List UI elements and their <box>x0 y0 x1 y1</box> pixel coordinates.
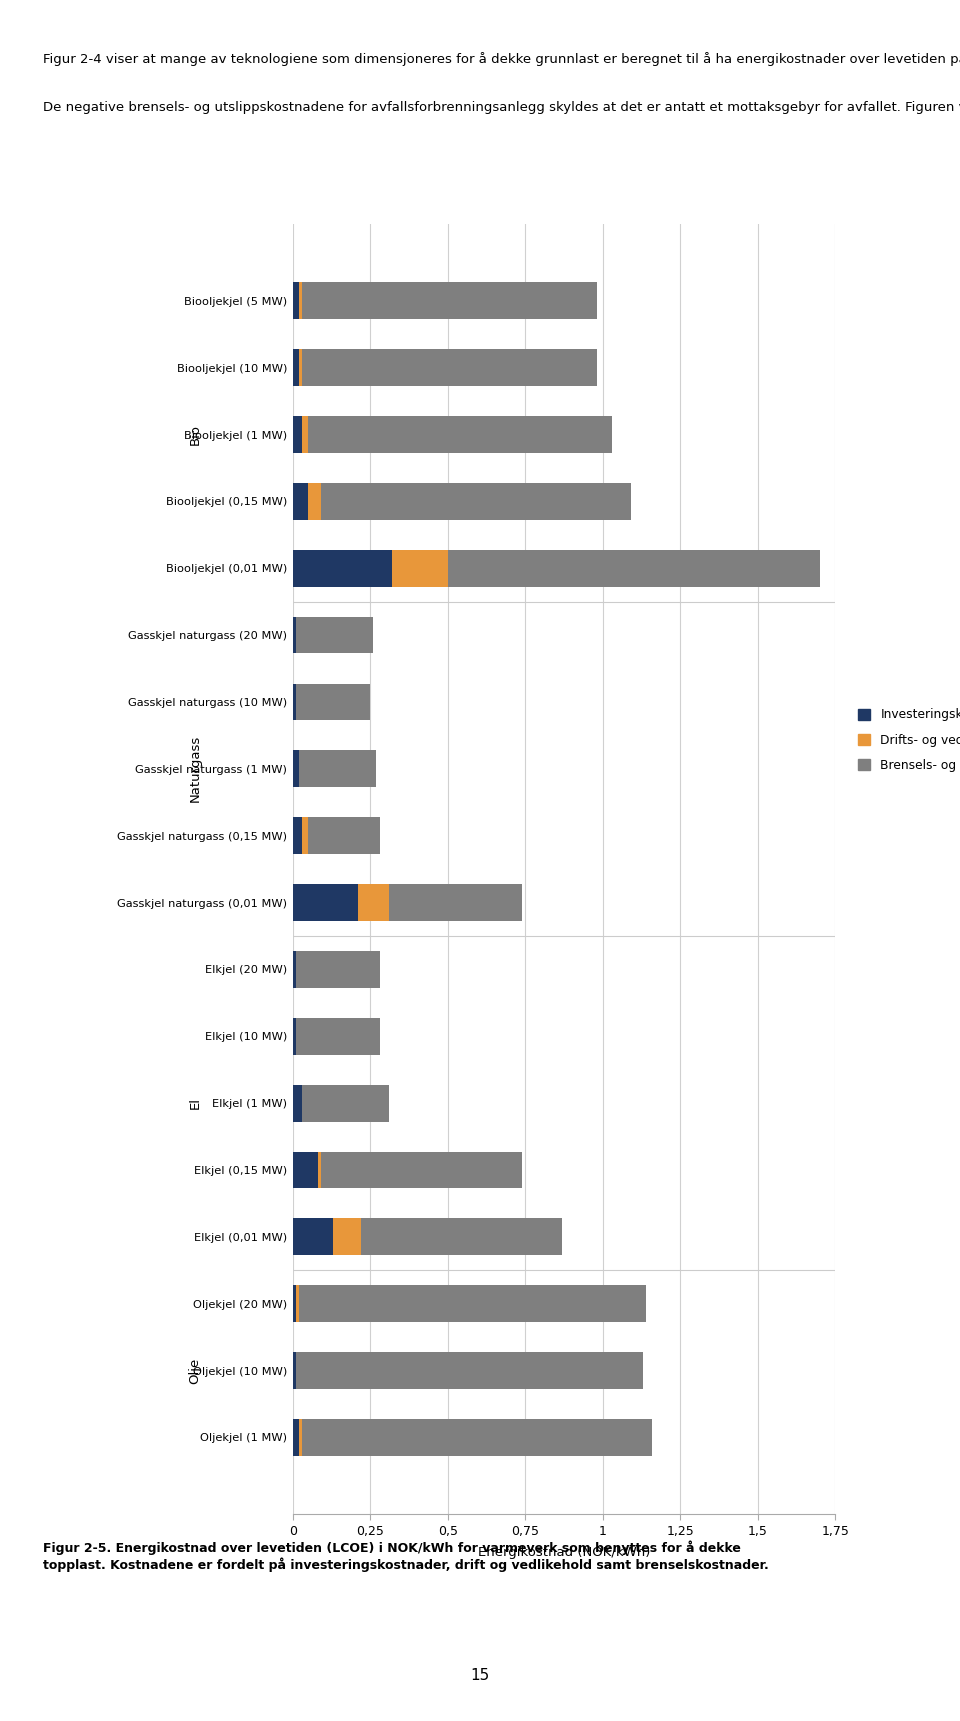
Text: 15: 15 <box>470 1668 490 1683</box>
Bar <box>302 282 596 318</box>
Bar <box>302 416 308 453</box>
Bar <box>296 1353 643 1389</box>
Bar <box>333 1218 361 1255</box>
Bar <box>392 549 447 587</box>
Text: De negative brensels- og utslippskostnadene for avfallsforbrenningsanlegg skylde: De negative brensels- og utslippskostnad… <box>43 100 960 114</box>
Text: Figur 2-5. Energikostnad over levetiden (LCOE) i NOK/kWh for varmeverk som benyt: Figur 2-5. Energikostnad over levetiden … <box>43 1540 769 1571</box>
Bar <box>296 1017 379 1055</box>
Bar <box>293 885 358 921</box>
Legend: Investeringskostnader, Drifts- og vedlikeholdskostnader, Brensels- og utslippsko: Investeringskostnader, Drifts- og vedlik… <box>852 702 960 778</box>
Bar <box>308 484 321 520</box>
Bar <box>293 952 296 988</box>
Bar <box>296 952 379 988</box>
Bar <box>293 750 299 786</box>
Bar <box>293 416 302 453</box>
Bar <box>308 817 379 854</box>
Bar <box>293 1084 302 1122</box>
Text: Figur 2-4 viser at mange av teknologiene som dimensjoneres for å dekke grunnlast: Figur 2-4 viser at mange av teknologiene… <box>43 52 960 65</box>
Bar <box>293 683 296 721</box>
Text: El: El <box>189 1096 202 1108</box>
Bar <box>299 1286 646 1322</box>
Bar <box>321 1151 522 1189</box>
Bar <box>293 549 392 587</box>
Bar <box>447 549 820 587</box>
Text: Bio: Bio <box>189 423 202 446</box>
Bar <box>293 1353 296 1389</box>
Bar <box>358 885 389 921</box>
Bar <box>293 817 302 854</box>
Bar <box>293 282 299 318</box>
Bar <box>361 1218 563 1255</box>
Bar <box>293 1151 318 1189</box>
Bar <box>296 1286 299 1322</box>
Bar <box>293 1420 299 1456</box>
Text: Naturgass: Naturgass <box>189 735 202 802</box>
Bar <box>302 1084 389 1122</box>
Bar <box>318 1151 321 1189</box>
Bar <box>321 484 631 520</box>
Bar <box>293 484 308 520</box>
Bar <box>299 1420 302 1456</box>
Bar <box>293 1017 296 1055</box>
Bar <box>296 683 371 721</box>
Bar <box>302 1420 653 1456</box>
Bar <box>296 616 373 654</box>
Bar <box>293 1218 333 1255</box>
Bar <box>293 1286 296 1322</box>
Bar <box>299 282 302 318</box>
Bar <box>302 349 596 386</box>
Bar <box>293 616 296 654</box>
X-axis label: Energikostnad (NOK/kWh): Energikostnad (NOK/kWh) <box>478 1545 650 1559</box>
Bar <box>308 416 612 453</box>
Bar <box>293 349 299 386</box>
Bar <box>389 885 522 921</box>
Bar <box>299 750 376 786</box>
Text: Olje: Olje <box>189 1358 202 1384</box>
Bar <box>302 817 308 854</box>
Bar <box>299 349 302 386</box>
